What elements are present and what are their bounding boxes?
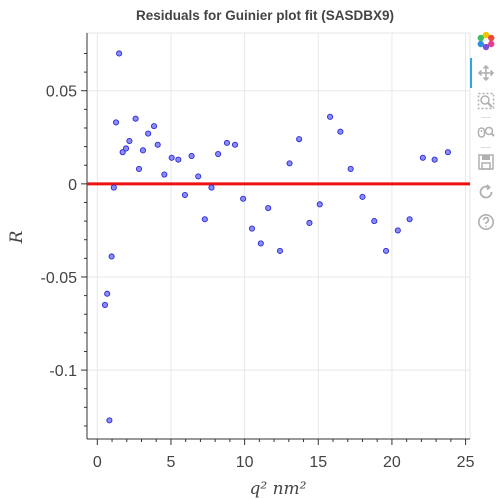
pan-icon[interactable]	[476, 63, 496, 83]
data-point	[145, 130, 152, 137]
data-point	[431, 156, 438, 163]
toolbar-divider	[481, 117, 491, 118]
data-point	[306, 219, 313, 227]
toolbar-divider	[481, 147, 491, 148]
box-zoom-icon[interactable]	[476, 91, 496, 111]
data-point	[104, 290, 111, 297]
data-point	[112, 119, 120, 126]
plot-frame	[86, 32, 471, 440]
data-point	[394, 227, 401, 234]
x-axis-label: q² nm²	[250, 479, 307, 499]
x-tick-label: 10	[236, 454, 254, 471]
data-point	[175, 156, 182, 163]
data-point	[161, 171, 168, 178]
data-point	[296, 136, 303, 143]
data-point	[119, 149, 126, 156]
data-point	[248, 225, 256, 232]
data-point	[371, 218, 378, 225]
data-point	[406, 216, 413, 223]
data-point	[265, 205, 272, 212]
data-point	[110, 184, 117, 191]
data-point	[347, 165, 354, 173]
x-tick-label: 15	[309, 454, 327, 471]
data-point	[382, 247, 390, 254]
x-tick-label: 25	[457, 454, 475, 471]
data-point	[126, 137, 133, 145]
bokeh-logo-icon[interactable]	[476, 31, 496, 51]
x-tick-label: 0	[93, 454, 102, 471]
data-point	[231, 141, 239, 148]
data-point	[276, 247, 284, 254]
residual-points	[101, 50, 451, 424]
y-tick-label: -0.1	[49, 363, 77, 380]
data-point	[154, 141, 161, 148]
x-tick-label: 5	[167, 454, 176, 471]
data-point	[337, 128, 344, 135]
data-point	[419, 154, 426, 161]
data-point	[327, 113, 334, 120]
reset-icon[interactable]	[476, 182, 496, 202]
data-point	[135, 165, 143, 173]
y-tick-label: -0.05	[41, 270, 78, 287]
data-point	[108, 253, 115, 260]
y-tick-label: 0.05	[46, 84, 77, 101]
y-axis-ticks: 0.05 0 -0.05 -0.1	[41, 52, 87, 427]
data-point	[168, 154, 175, 161]
data-point	[195, 173, 202, 180]
data-point	[257, 240, 264, 247]
data-point	[101, 301, 109, 308]
data-point	[181, 191, 189, 199]
data-point	[359, 193, 366, 200]
data-point	[223, 139, 230, 146]
data-point	[201, 216, 208, 223]
x-axis-ticks: 0 5 10 15 20 25	[93, 439, 475, 471]
active-tool-indicator	[470, 58, 472, 88]
y-tick-label: 0	[68, 177, 77, 194]
data-point	[444, 149, 451, 156]
data-point	[122, 145, 130, 152]
chart-title: Residuals for Guinier plot fit (SASDBX9)	[136, 8, 394, 23]
data-point	[215, 151, 222, 158]
grid	[87, 33, 470, 439]
data-point	[286, 160, 293, 167]
help-icon[interactable]	[476, 212, 496, 232]
data-point	[208, 184, 215, 191]
data-point	[150, 123, 158, 130]
data-point	[188, 152, 195, 159]
data-point	[106, 417, 113, 424]
x-tick-label: 20	[383, 454, 401, 471]
data-point	[240, 195, 247, 202]
wheel-zoom-icon[interactable]	[476, 122, 496, 142]
data-point	[116, 50, 123, 57]
data-point	[132, 115, 139, 122]
y-axis-label: R	[7, 230, 27, 244]
data-point	[316, 201, 323, 208]
data-point	[139, 147, 147, 154]
save-icon[interactable]	[476, 152, 496, 172]
